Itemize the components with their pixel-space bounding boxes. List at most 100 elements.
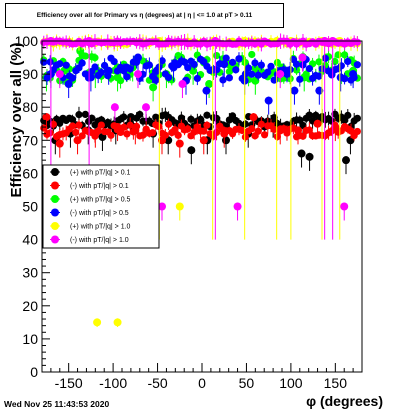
data-point <box>312 111 320 119</box>
data-point <box>110 103 119 112</box>
data-point <box>248 125 256 133</box>
legend-label: (+) with pT/|q| > 0.1 <box>70 170 131 177</box>
data-point <box>187 146 196 155</box>
data-point <box>46 129 54 137</box>
data-point <box>55 139 64 148</box>
x-tick-label: 50 <box>239 375 255 391</box>
data-point <box>49 120 57 128</box>
data-point <box>134 53 142 62</box>
data-point <box>273 58 281 67</box>
data-point <box>328 71 336 79</box>
data-point <box>212 114 221 122</box>
data-point <box>331 57 339 66</box>
data-point <box>97 68 105 77</box>
data-point <box>187 115 195 123</box>
data-point <box>42 113 51 122</box>
data-point <box>107 131 115 139</box>
data-point <box>241 58 249 67</box>
data-point <box>72 128 80 137</box>
data-point <box>152 113 160 121</box>
data-point <box>315 72 323 80</box>
data-point <box>164 73 173 82</box>
data-point <box>139 131 147 139</box>
data-point <box>91 54 99 62</box>
data-point <box>81 52 89 60</box>
data-point <box>225 74 233 82</box>
data-point <box>257 120 265 128</box>
data-point <box>254 127 262 135</box>
legend-box <box>42 164 160 249</box>
data-point <box>212 51 221 60</box>
data-point <box>88 114 96 122</box>
data-point <box>241 133 249 141</box>
y-axis-title: Efficiency over all (%) <box>8 42 25 197</box>
data-point <box>202 86 211 95</box>
data-point <box>86 73 95 82</box>
data-point <box>152 76 160 84</box>
data-point <box>244 64 253 72</box>
footer-timestamp: Wed Nov 25 11:43:53 2020 <box>4 399 110 409</box>
y-tick-label: 90 <box>22 66 38 82</box>
data-point <box>136 110 144 119</box>
data-point <box>193 74 201 83</box>
data-point <box>75 111 83 119</box>
data-point <box>73 136 82 145</box>
data-point <box>62 61 70 69</box>
data-point <box>294 126 302 135</box>
data-point <box>353 38 361 46</box>
data-point <box>196 115 205 123</box>
data-point <box>113 318 122 327</box>
legend-label: (+) with pT/|q| > 0.5 <box>70 197 131 204</box>
data-point <box>178 80 187 89</box>
data-point <box>353 114 361 122</box>
data-point <box>340 51 349 59</box>
data-point <box>276 70 285 79</box>
data-point <box>175 139 184 148</box>
data-point <box>158 136 166 145</box>
y-tick-label: 70 <box>22 132 38 148</box>
data-point <box>249 113 258 122</box>
x-tick-label: -50 <box>147 375 167 391</box>
data-point <box>205 80 214 89</box>
data-point <box>68 74 77 82</box>
data-point <box>260 131 269 139</box>
data-point <box>296 116 304 124</box>
data-point <box>56 60 64 68</box>
data-point <box>110 57 118 66</box>
data-point <box>203 111 211 119</box>
data-point <box>134 70 142 79</box>
legend-marker <box>51 222 59 230</box>
data-point <box>203 121 211 129</box>
legend-marker <box>51 181 59 190</box>
legend-marker <box>51 235 59 244</box>
data-point <box>68 122 77 130</box>
x-axis-title: φ (degrees) <box>306 393 383 409</box>
data-point <box>164 120 173 128</box>
data-point <box>177 114 185 122</box>
data-point <box>220 60 229 69</box>
data-point <box>97 121 105 129</box>
data-point <box>299 132 307 140</box>
data-point <box>120 113 128 121</box>
data-point <box>334 51 342 59</box>
data-point <box>264 96 273 105</box>
data-point <box>184 125 192 133</box>
data-point <box>342 156 350 165</box>
data-point <box>337 62 345 70</box>
data-point <box>190 60 198 68</box>
data-point <box>180 58 189 66</box>
data-point <box>298 53 307 62</box>
data-point <box>264 68 272 76</box>
legend-label: (-) with pT/|q| > 0.5 <box>70 210 129 217</box>
data-point <box>113 73 122 82</box>
data-point <box>241 120 249 128</box>
x-tick-label: 0 <box>198 375 206 391</box>
data-point <box>220 129 229 138</box>
data-point <box>340 202 349 211</box>
data-point <box>174 131 182 139</box>
data-point <box>305 126 313 134</box>
data-point <box>212 128 221 136</box>
data-marks <box>40 33 361 327</box>
data-point <box>313 119 322 128</box>
x-tick-label: 150 <box>324 375 348 391</box>
